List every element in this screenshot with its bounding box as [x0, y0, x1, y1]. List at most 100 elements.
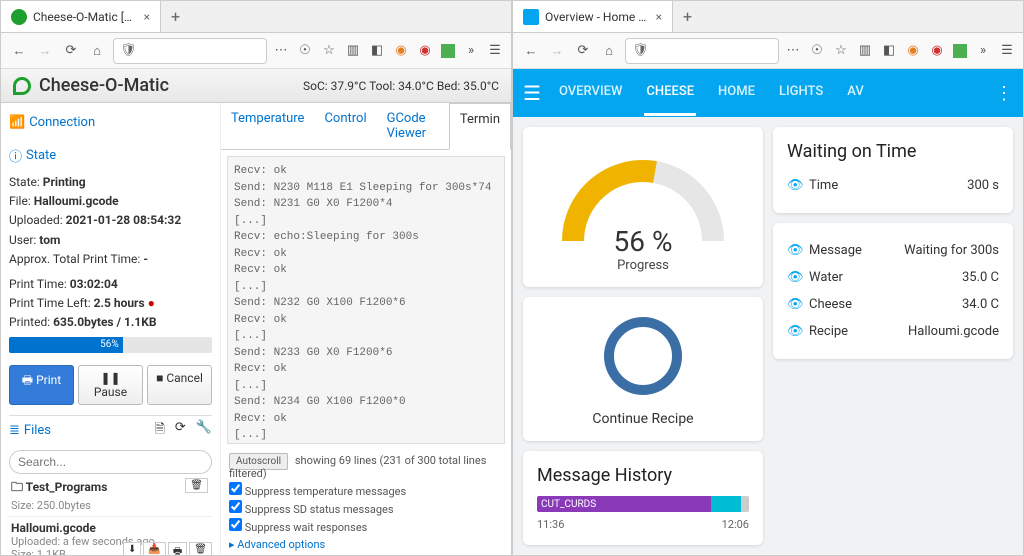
library-icon[interactable]: ▥ [857, 43, 873, 59]
state-info: State: Printing File: Halloumi.gcode Upl… [9, 169, 212, 357]
ext-icon-3[interactable] [953, 44, 967, 58]
tab-title: Cheese-O-Matic [OctoPri... [33, 10, 138, 24]
ext-icon-2[interactable]: ◉ [417, 43, 433, 59]
address-bar: ← → ⟳ ⌂ 🛡 ⋯ ☉ ☆ ▥ ◧ ◉ ◉ » ☰ [513, 33, 1023, 69]
print-file-icon[interactable]: 🖶 [168, 542, 187, 556]
back-button[interactable]: ← [521, 41, 541, 61]
library-icon[interactable]: ▥ [345, 43, 361, 59]
file-icon[interactable]: 🗎 [154, 420, 164, 442]
search-input[interactable] [9, 450, 212, 474]
delete-icon[interactable]: 🗑 [185, 478, 208, 493]
tab-temperature[interactable]: Temperature [221, 103, 314, 149]
folder-entry[interactable]: 🗀 Test_Programs Size: 250.0bytes 🗑 [9, 474, 212, 517]
print-button[interactable]: 🖶 Print [9, 365, 74, 405]
sensor-row-message[interactable]: 👁 Message Waiting for 300s [787, 237, 999, 264]
progress-gauge-card[interactable]: 56 % Progress [523, 127, 763, 287]
eye-icon: 👁 [787, 178, 809, 193]
reader-icon[interactable]: ☉ [297, 43, 313, 59]
history-title: Message History [537, 465, 749, 486]
reader-icon[interactable]: ☉ [809, 43, 825, 59]
tab-home[interactable]: HOME [716, 70, 757, 116]
suppress-temp-checkbox[interactable]: Suppress temperature messages [229, 482, 503, 498]
message-history-card: Message History CUT_CURDS 11:36 12:06 [523, 451, 763, 545]
ha-topbar: ☰ OVERVIEW CHEESE HOME LIGHTS AV ⋮ [513, 69, 1023, 117]
continue-recipe-card[interactable]: Continue Recipe [523, 297, 763, 441]
connection-section[interactable]: 📶 Connection [9, 111, 212, 134]
waiting-title: Waiting on Time [787, 141, 999, 162]
home-button[interactable]: ⌂ [599, 41, 619, 61]
forward-button[interactable]: → [35, 41, 55, 61]
url-input[interactable]: 🛡 [625, 38, 779, 64]
browser-tab[interactable]: Overview - Home Assista... × [513, 1, 673, 32]
sensor-row-recipe[interactable]: 👁 Recipe Halloumi.gcode [787, 318, 999, 345]
gauge-label: Progress [537, 258, 749, 273]
history-end-time: 12:06 [722, 518, 749, 531]
hamburger-icon[interactable]: ☰ [523, 81, 541, 105]
browser-window-octoprint: Cheese-O-Matic [OctoPri... × + ← → ⟳ ⌂ 🛡… [0, 0, 512, 556]
download-icon[interactable]: ⬇ [123, 542, 141, 556]
eye-icon: 👁 [787, 270, 809, 285]
pause-button[interactable]: ❚❚ Pause [78, 365, 143, 405]
state-section[interactable]: ⓘ State [9, 142, 212, 169]
ext-icon-3[interactable] [441, 44, 455, 58]
files-toggle[interactable]: ≣ Files [9, 423, 51, 438]
progress-bar: 56% [9, 337, 212, 353]
kebab-icon[interactable]: ⋮ [995, 83, 1013, 104]
bookmark-icon[interactable]: ☆ [833, 43, 849, 59]
reload-button[interactable]: ⟳ [61, 41, 81, 61]
reload-button[interactable]: ⟳ [573, 41, 593, 61]
ext-icon-1[interactable]: ◉ [393, 43, 409, 59]
ext-icon-1[interactable]: ◉ [905, 43, 921, 59]
menu-icon[interactable]: ☰ [999, 43, 1015, 59]
more-icon[interactable]: ⋯ [785, 43, 801, 59]
more-icon[interactable]: ⋯ [273, 43, 289, 59]
overflow-icon[interactable]: » [975, 43, 991, 59]
sidebar-icon[interactable]: ◧ [369, 43, 385, 59]
tab-overview[interactable]: OVERVIEW [557, 70, 624, 116]
close-icon[interactable]: × [144, 10, 150, 24]
new-tab-button[interactable]: + [673, 7, 702, 26]
suppress-wait-checkbox[interactable]: Suppress wait responses [229, 518, 503, 534]
ext-icon-2[interactable]: ◉ [929, 43, 945, 59]
forward-button[interactable]: → [547, 41, 567, 61]
sensor-row-cheese[interactable]: 👁 Cheese 34.0 C [787, 291, 999, 318]
history-bar[interactable]: CUT_CURDS [537, 496, 749, 512]
sidebar-icon[interactable]: ◧ [881, 43, 897, 59]
tab-cheese[interactable]: CHEESE [644, 70, 696, 116]
history-segment [741, 496, 750, 512]
browser-tab[interactable]: Cheese-O-Matic [OctoPri... × [1, 1, 161, 32]
new-tab-button[interactable]: + [161, 7, 190, 26]
shield-icon: 🛡 [632, 43, 649, 58]
refresh-icon[interactable]: ⟳ [175, 420, 186, 442]
tab-av[interactable]: AV [845, 70, 865, 116]
wrench-icon[interactable]: 🔧 [196, 420, 212, 442]
tab-gcode[interactable]: GCode Viewer [377, 103, 449, 149]
advanced-options-toggle[interactable]: ▸ Advanced options [229, 538, 503, 551]
tab-terminal[interactable]: Termin [449, 103, 511, 150]
delete-file-icon[interactable]: 🗑 [189, 542, 212, 556]
tab-control[interactable]: Control [314, 103, 376, 149]
sidebar: 📶 Connection ⓘ State State: Printing Fil… [1, 103, 221, 555]
sensors-card: 👁 Message Waiting for 300s 👁 Water 35.0 … [773, 223, 1013, 359]
suppress-sd-checkbox[interactable]: Suppress SD status messages [229, 500, 503, 516]
signal-icon: 📶 [9, 115, 25, 130]
back-button[interactable]: ← [9, 41, 29, 61]
sensor-row-time[interactable]: 👁 Time 300 s [787, 172, 999, 199]
sensor-row-water[interactable]: 👁 Water 35.0 C [787, 264, 999, 291]
home-button[interactable]: ⌂ [87, 41, 107, 61]
menu-icon[interactable]: ☰ [487, 43, 503, 59]
history-segment [711, 496, 741, 512]
shield-icon: 🛡 [120, 43, 137, 58]
url-input[interactable]: 🛡 [113, 38, 267, 64]
terminal-output[interactable]: Recv: ok Send: N230 M118 E1 Sleeping for… [227, 156, 505, 444]
close-icon[interactable]: × [656, 10, 662, 24]
files-section-header: ≣ Files 🗎 ⟳ 🔧 [9, 415, 212, 446]
tab-bar: Cheese-O-Matic [OctoPri... × + [1, 1, 511, 33]
tab-lights[interactable]: LIGHTS [777, 70, 825, 116]
file-entry[interactable]: Halloumi.gcode Uploaded: a few seconds a… [9, 517, 212, 556]
cancel-button[interactable]: ■ Cancel [147, 365, 212, 405]
terminal-footer: Autoscroll showing 69 lines (231 of 300 … [221, 450, 511, 555]
bookmark-icon[interactable]: ☆ [321, 43, 337, 59]
load-icon[interactable]: 📥 [143, 542, 165, 556]
overflow-icon[interactable]: » [463, 43, 479, 59]
